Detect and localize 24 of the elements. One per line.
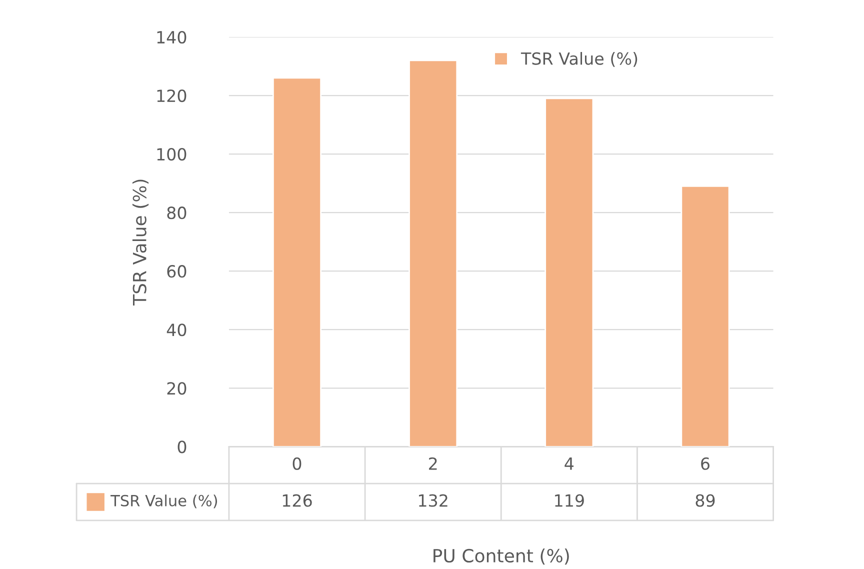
bar [272,77,322,447]
text: TSR Value (%) [110,494,218,508]
x-tick-label: 0 [292,457,302,470]
x-tick-label: 6 [701,457,710,470]
data-label: 132 [419,494,448,507]
y-axis-title: TSR Value (%) [132,180,149,306]
data-label: 119 [555,494,584,507]
y-tick-label: 120 [157,89,186,102]
data-label: 126 [282,494,312,507]
y-tick-label: 140 [157,30,186,44]
y-tick-label: 80 [167,206,186,220]
legend-label: TSR Value (%) [520,52,638,67]
data-label: 89 [696,494,715,507]
bar [680,186,730,447]
y-tick-label: 0 [178,440,186,454]
y-tick-label: 40 [166,324,186,336]
x-axis-title: PU Content (%) [434,548,569,565]
y-tick-label: 60 [167,265,186,278]
x-tick-label: 2 [429,457,437,470]
bar [544,98,594,447]
y-tick-label: 100 [157,148,186,161]
bar [408,60,458,447]
x-tick-label: 4 [564,458,574,470]
y-tick-label: 20 [167,382,186,395]
